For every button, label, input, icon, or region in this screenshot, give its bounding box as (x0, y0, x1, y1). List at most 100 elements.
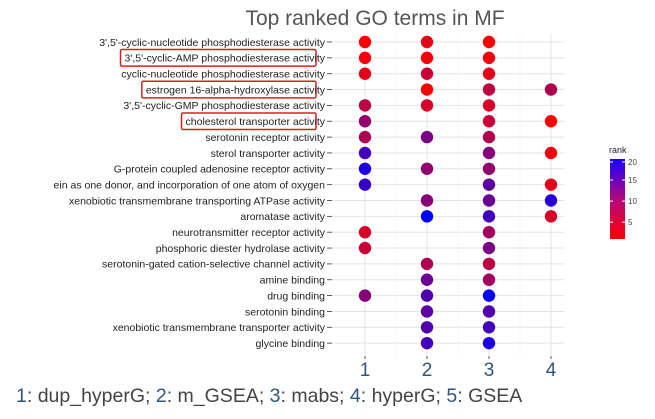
y-label-ein-as-one-donor-and-incorporation-of-one-atom-of-oxygen: ein as one donor, and incorporation of o… (54, 179, 326, 191)
point-g-protein-coupled-adenosine-receptor-activity-1 (358, 162, 372, 175)
caption-method-3: : mabs; (280, 385, 350, 407)
plot-area (332, 34, 564, 356)
y-label-g-protein-coupled-adenosine-receptor-activity: G-protein coupled adenosine receptor act… (114, 164, 326, 176)
legend-colorbar (610, 159, 625, 239)
point-serotonin-gated-cation-selective-channel-activity-3 (482, 257, 496, 271)
point-aromatase-activity-2 (420, 210, 434, 223)
y-label-xenobiotic-transmembrane-transporting-atpase-activity: xenobiotic transmembrane transporting AT… (69, 195, 326, 207)
point-cholesterol-transporter-activity-1 (358, 115, 372, 128)
y-label-cyclic-nucleotide-phosphodiesterase-activity: cyclic-nucleotide phosphodiesterase acti… (121, 69, 325, 81)
y-label-phosphoric-diester-hydrolase-activity: phosphoric diester hydrolase activity (156, 243, 326, 255)
point-neurotransmitter-receptor-activity-1 (358, 226, 372, 239)
point-sterol-transporter-activity-3 (482, 146, 496, 160)
point-sterol-transporter-activity-4 (544, 146, 558, 160)
legend-tick-10: 10 (628, 197, 637, 206)
caption-method-4: : hyperG; (360, 385, 447, 407)
point-neurotransmitter-receptor-activity-3 (482, 226, 496, 239)
y-label-serotonin-gated-cation-selective-channel-activity: serotonin-gated cation-selective channel… (102, 259, 326, 271)
point-g-protein-coupled-adenosine-receptor-activity-2 (420, 162, 434, 175)
point-serotonin-receptor-activity-2 (420, 130, 434, 144)
point-drug-binding-2 (420, 289, 434, 302)
point-estrogen-16-alpha-hydroxylase-activity-4 (544, 83, 558, 96)
legend-tick-20: 20 (628, 158, 637, 167)
point-g-protein-coupled-adenosine-receptor-activity-3 (482, 162, 496, 175)
y-label-3-5-cyclic-nucleotide-phosphodiesterase-activity: 3',5'-cyclic-nucleotide phosphodiesteras… (99, 37, 326, 49)
caption-number-5: 5 (446, 385, 458, 407)
caption-number-2: 2 (155, 385, 167, 407)
x-axis-labels: 1 2 3 4 (360, 356, 557, 381)
point-serotonin-receptor-activity-3 (482, 130, 496, 144)
point-cyclic-nucleotide-phosphodiesterase-activity-1 (358, 67, 372, 80)
point-drug-binding-3 (482, 289, 496, 302)
go-terms-dot-chart: Top ranked GO terms in MF 3',5'-cyclic-n… (54, 7, 638, 381)
point-serotonin-receptor-activity-1 (358, 130, 372, 144)
y-label-serotonin-receptor-activity: serotonin receptor activity (205, 132, 325, 144)
point-cyclic-nucleotide-phosphodiesterase-activity-2 (420, 67, 434, 80)
point-ein-as-one-donor-and-incorporation-of-one-atom-of-oxygen-4 (544, 178, 558, 191)
point-3-5-cyclic-gmp-phosphodiesterase-activity-1 (358, 99, 372, 112)
y-label-xenobiotic-transmembrane-transporter-activity: xenobiotic transmembrane transporter act… (113, 322, 326, 334)
point-sterol-transporter-activity-1 (358, 146, 372, 160)
caption-method-5: : GSEA (457, 385, 523, 407)
y-label-3-5-cyclic-gmp-phosphodiesterase-activity: 3',5'-cyclic-GMP phosphodiesterase activ… (123, 100, 325, 112)
point-aromatase-activity-4 (544, 210, 558, 223)
highlight-box-cholesterol-transporter-activity (180, 112, 317, 131)
point-3-5-cyclic-nucleotide-phosphodiesterase-activity-2 (420, 35, 434, 49)
legend-title: rank (609, 145, 627, 155)
legend-tick-5: 5 (628, 218, 633, 227)
y-label-estrogen-16-alpha-hydroxylase-activity: estrogen 16-alpha-hydroxylase activity (146, 84, 326, 96)
point-cholesterol-transporter-activity-4 (544, 115, 558, 128)
x-label-4: 4 (546, 360, 557, 381)
point-phosphoric-diester-hydrolase-activity-3 (482, 241, 496, 255)
point-cholesterol-transporter-activity-3 (482, 115, 496, 128)
rank-legend: rank 20 15 10 5 (609, 145, 637, 239)
highlight-boxes (119, 48, 317, 131)
point-amine-binding-2 (420, 273, 434, 286)
point-xenobiotic-transmembrane-transporter-activity-2 (420, 321, 434, 334)
x-label-1: 1 (360, 360, 371, 381)
caption-method-2: : m_GSEA; (166, 385, 270, 407)
highlight-box-estrogen-16-alpha-hydroxylase-activity (141, 80, 317, 99)
y-label-amine-binding: amine binding (260, 275, 326, 287)
point-phosphoric-diester-hydrolase-activity-1 (358, 241, 372, 255)
point-xenobiotic-transmembrane-transporting-atpase-activity-2 (420, 194, 434, 207)
caption-number-3: 3 (269, 385, 281, 407)
y-label-cholesterol-transporter-activity: cholesterol transporter activity (186, 116, 326, 128)
caption-number-1: 1 (16, 385, 27, 407)
y-label-drug-binding: drug binding (267, 290, 325, 302)
point-3-5-cyclic-nucleotide-phosphodiesterase-activity-1 (358, 35, 372, 49)
point-aromatase-activity-3 (482, 210, 496, 223)
point-ein-as-one-donor-and-incorporation-of-one-atom-of-oxygen-3 (482, 178, 496, 191)
legend-ticks: 20 15 10 5 (610, 158, 637, 227)
point-serotonin-binding-3 (482, 305, 496, 318)
point-3-5-cyclic-gmp-phosphodiesterase-activity-3 (482, 99, 496, 112)
y-label-neurotransmitter-receptor-activity: neurotransmitter receptor activity (172, 227, 326, 239)
legend-tick-15: 15 (628, 176, 637, 185)
y-label-3-5-cyclic-amp-phosphodiesterase-activity: 3',5'-cyclic-AMP phosphodiesterase activ… (125, 53, 326, 65)
y-axis-labels: 3',5'-cyclic-nucleotide phosphodiesteras… (54, 37, 332, 350)
point-estrogen-16-alpha-hydroxylase-activity-3 (482, 83, 496, 96)
point-glycine-binding-3 (482, 336, 496, 350)
point-3-5-cyclic-amp-phosphodiesterase-activity-1 (358, 51, 372, 65)
method-caption: 1: dup_hyperG; 2: m_GSEA; 3: mabs; 4: hy… (16, 385, 522, 408)
point-estrogen-16-alpha-hydroxylase-activity-2 (420, 83, 434, 96)
point-drug-binding-1 (358, 289, 372, 302)
point-xenobiotic-transmembrane-transporter-activity-3 (482, 321, 496, 334)
chart-title: Top ranked GO terms in MF (245, 7, 504, 30)
x-label-3: 3 (484, 360, 495, 381)
x-label-2: 2 (422, 360, 433, 381)
point-glycine-binding-2 (420, 336, 434, 350)
point-xenobiotic-transmembrane-transporting-atpase-activity-3 (482, 194, 496, 207)
y-label-glycine-binding: glycine binding (256, 338, 326, 350)
point-3-5-cyclic-amp-phosphodiesterase-activity-3 (482, 51, 496, 65)
point-amine-binding-3 (482, 273, 496, 286)
data-points (358, 35, 558, 350)
caption-number-4: 4 (349, 385, 361, 407)
point-3-5-cyclic-amp-phosphodiesterase-activity-2 (420, 51, 434, 65)
point-xenobiotic-transmembrane-transporting-atpase-activity-4 (544, 194, 558, 207)
point-cyclic-nucleotide-phosphodiesterase-activity-3 (482, 67, 496, 80)
caption-method-1: : dup_hyperG; (26, 385, 156, 407)
point-3-5-cyclic-nucleotide-phosphodiesterase-activity-3 (482, 35, 496, 49)
point-serotonin-binding-2 (420, 305, 434, 318)
point-serotonin-gated-cation-selective-channel-activity-2 (420, 257, 434, 271)
